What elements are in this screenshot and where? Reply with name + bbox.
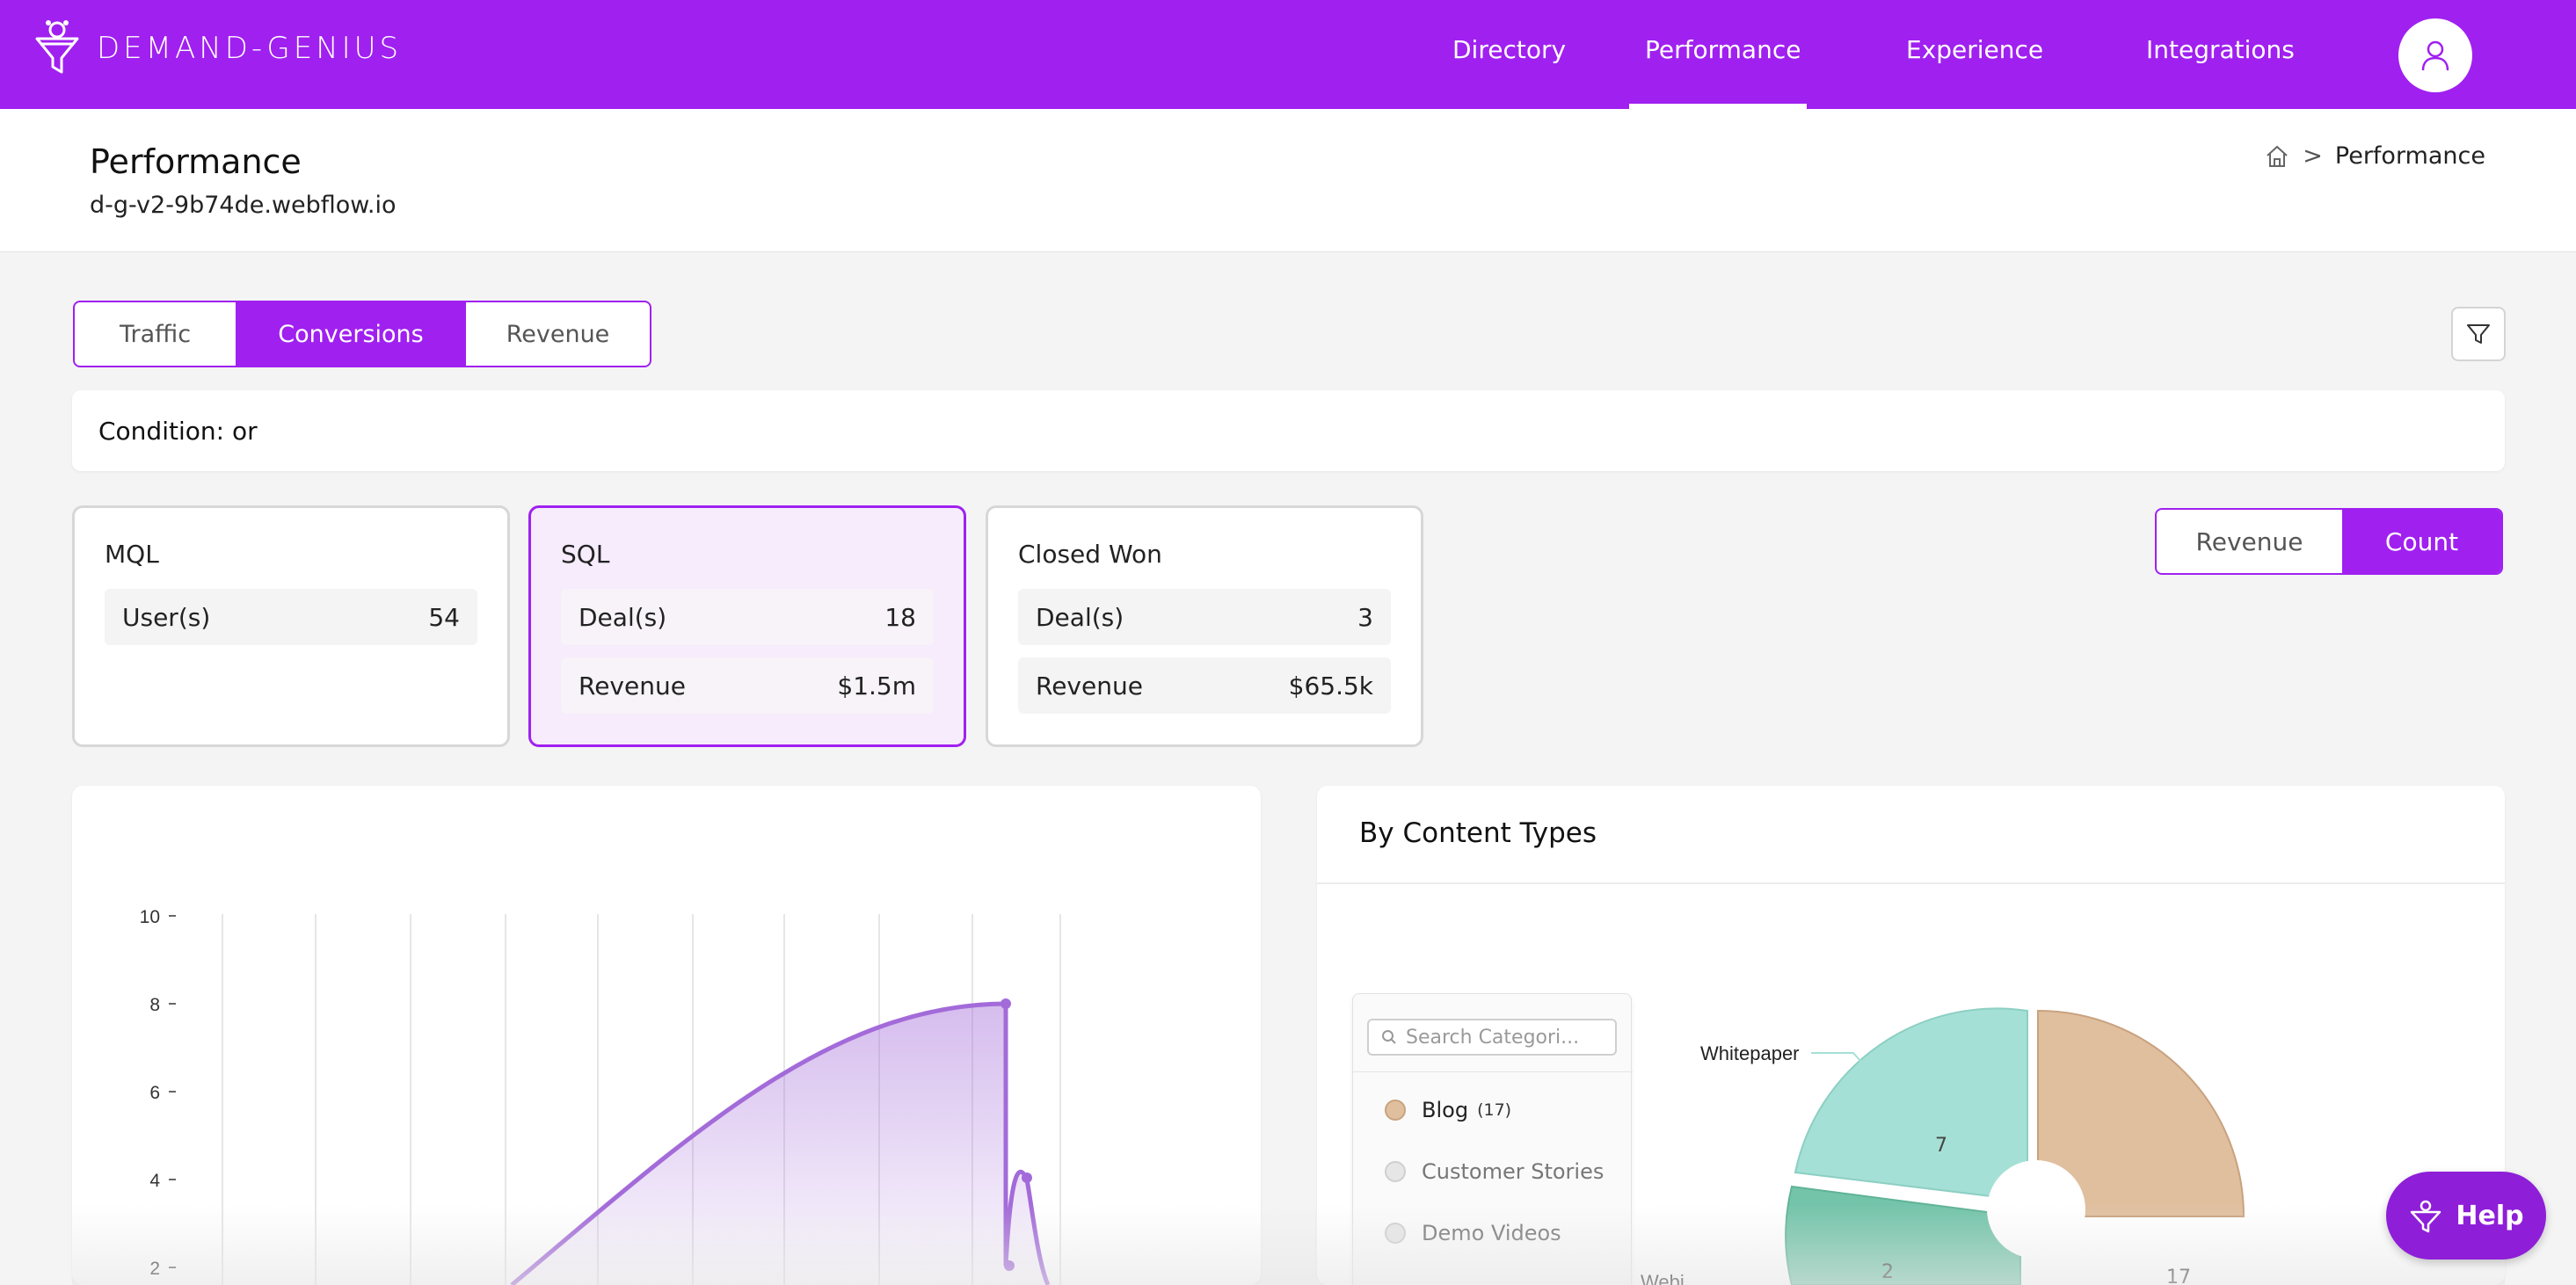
breadcrumb-separator: > (2303, 142, 2323, 170)
tab-revenue[interactable]: Revenue (506, 320, 610, 348)
page-subtitle: d-g-v2-9b74de.webflow.io (90, 192, 397, 219)
area-fill (512, 1004, 1048, 1285)
brand-name: DEMAND-GENIUS (97, 31, 403, 66)
brand[interactable]: DEMAND-GENIUS (33, 18, 402, 79)
metric-value: 3 (1357, 602, 1373, 632)
pie-label-whitepaper: Whitepaper (1700, 1042, 1800, 1064)
legend-count: (17) (1477, 1100, 1512, 1120)
card-mql[interactable]: MQL User(s) 54 (72, 505, 510, 747)
legend-divider (1353, 1071, 1633, 1072)
y-tick-label: 10 (140, 907, 160, 927)
top-navigation-bar: DEMAND-GENIUS Directory Performance Expe… (0, 0, 2576, 109)
pie-slice-other[interactable] (1785, 1185, 2021, 1285)
card-title: MQL (105, 540, 159, 569)
nav-performance[interactable]: Performance (1645, 35, 1801, 64)
pie-value-other: 2 (1881, 1261, 1894, 1283)
metric-row: User(s) 54 (105, 589, 477, 645)
tab-conversions[interactable]: Conversions (237, 302, 466, 366)
panel-title: By Content Types (1359, 817, 1597, 849)
revenue-count-toggle: Revenue Count (2155, 508, 2503, 575)
legend-label: Customer Stories (1422, 1159, 1605, 1184)
metric-row: Deal(s) 3 (1018, 589, 1391, 645)
pie-slice-whitepaper[interactable] (1794, 1007, 2028, 1202)
condition-bar: Condition: or (72, 390, 2505, 471)
metric-label: Revenue (1036, 671, 1143, 701)
home-icon[interactable] (2264, 143, 2290, 170)
area-chart: 10 8 6 4 2 (140, 907, 1061, 1285)
help-logo-icon (2411, 1200, 2441, 1233)
page-title: Performance (90, 142, 302, 181)
metric-value: $65.5k (1288, 671, 1373, 701)
y-tick-label: 2 (149, 1259, 160, 1279)
legend-label: Demo Videos (1422, 1221, 1561, 1245)
search-icon (1382, 1030, 1396, 1044)
data-point[interactable] (1022, 1172, 1032, 1183)
nav-integrations[interactable]: Integrations (2146, 35, 2295, 64)
pie-value-blog: 17 (2166, 1267, 2191, 1285)
y-tick-label: 6 (149, 1083, 160, 1103)
card-sql[interactable]: SQL Deal(s) 18 Revenue $1.5m (528, 505, 966, 747)
funnel-logo-icon (35, 20, 79, 74)
toggle-revenue[interactable]: Revenue (2195, 526, 2303, 556)
metric-row: Revenue $1.5m (561, 657, 934, 714)
filter-button[interactable] (2451, 307, 2506, 361)
pie-label-leader (1811, 1052, 1870, 1071)
metric-value: 54 (428, 602, 460, 632)
legend-dot (1385, 1223, 1406, 1244)
data-point[interactable] (1001, 998, 1011, 1009)
page-header: Performance d-g-v2-9b74de.webflow.io > P… (0, 109, 2576, 252)
help-label: Help (2456, 1200, 2524, 1231)
user-icon (2421, 40, 2449, 71)
tab-traffic[interactable]: Traffic (75, 302, 237, 366)
card-title: Closed Won (1018, 540, 1162, 569)
search-placeholder: Search Categori... (1406, 1026, 1580, 1049)
legend-dot (1385, 1100, 1406, 1121)
metric-label: Deal(s) (1036, 602, 1124, 632)
nav-experience[interactable]: Experience (1906, 35, 2044, 64)
trend-chart-panel: 10 8 6 4 2 (72, 786, 1261, 1285)
condition-text: Condition: or (98, 417, 258, 446)
pie-center-hole (1987, 1160, 2085, 1259)
help-button[interactable]: Help (2386, 1172, 2546, 1260)
content-types-panel: By Content Types 7 2 17 Whitepaper Webi … (1317, 786, 2505, 1285)
card-title: SQL (561, 540, 610, 569)
metric-label: User(s) (122, 602, 211, 632)
y-tick-label: 8 (149, 995, 160, 1015)
metric-label: Revenue (579, 671, 686, 701)
filter-icon (2467, 324, 2490, 344)
category-search-input[interactable]: Search Categori... (1367, 1019, 1617, 1056)
legend-item-blog[interactable]: Blog (17) (1385, 1098, 1511, 1122)
legend-label: Blog (1422, 1098, 1469, 1122)
legend-item-customer-stories[interactable]: Customer Stories (1385, 1159, 1604, 1184)
pie-slice-blog[interactable] (2037, 1009, 2245, 1217)
metric-label: Deal(s) (579, 602, 667, 632)
category-legend: Search Categori... Blog (17) Customer St… (1352, 993, 1633, 1285)
card-closed-won[interactable]: Closed Won Deal(s) 3 Revenue $65.5k (986, 505, 1423, 747)
metric-value: 18 (884, 602, 916, 632)
pie-value-whitepaper: 7 (1935, 1135, 1947, 1157)
nav-directory[interactable]: Directory (1452, 35, 1567, 64)
metric-row: Deal(s) 18 (561, 589, 934, 645)
breadcrumb: > Performance (2264, 142, 2485, 170)
metric-row: Revenue $65.5k (1018, 657, 1391, 714)
metric-tabs: Traffic Conversions Revenue (73, 301, 651, 367)
data-point[interactable] (1004, 1260, 1015, 1271)
legend-dot (1385, 1161, 1406, 1182)
breadcrumb-current: Performance (2334, 142, 2485, 170)
legend-item-demo-videos[interactable]: Demo Videos (1385, 1221, 1561, 1245)
avatar[interactable] (2398, 18, 2472, 92)
nav-active-indicator (1629, 104, 1807, 109)
panel-divider (1317, 882, 2505, 884)
pie-label-webinar: Webi (1641, 1271, 1685, 1285)
y-tick-label: 4 (149, 1171, 160, 1191)
toggle-count[interactable]: Count (2342, 510, 2501, 573)
metric-value: $1.5m (837, 671, 916, 701)
